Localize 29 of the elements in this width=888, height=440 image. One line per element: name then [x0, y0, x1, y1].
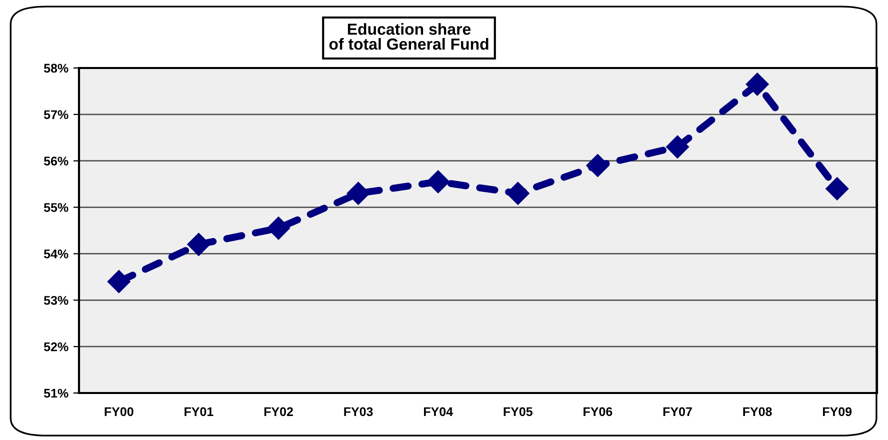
y-tick-label: 52% — [44, 342, 68, 352]
x-tick-label: FY08 — [743, 407, 772, 416]
point — [187, 232, 210, 256]
y-tick-label: 57% — [44, 110, 68, 120]
y-tick-label: 51% — [44, 388, 68, 398]
point — [506, 182, 530, 205]
x-tick-label: FY07 — [663, 407, 692, 416]
point — [666, 135, 689, 158]
x-tick-label: FY02 — [264, 407, 293, 416]
y-tick-label: 55% — [44, 203, 68, 212]
point — [746, 72, 769, 96]
y-tick-label: 54% — [44, 250, 68, 258]
y-tick-label: 58% — [44, 64, 68, 73]
point — [586, 154, 610, 177]
x-tick-label: FY04 — [424, 407, 453, 416]
x-tick-label: FY05 — [504, 407, 532, 416]
point — [267, 216, 290, 240]
chart-title: Education share of total General Fund — [329, 23, 488, 50]
x-tick-label: FY06 — [584, 407, 612, 416]
y-tick-label: 53% — [44, 296, 68, 305]
x-tick-label: FY01 — [184, 407, 214, 416]
y-tick-label: 56% — [44, 156, 68, 166]
point — [107, 270, 130, 294]
x-tick-label: FY00 — [104, 407, 134, 416]
point — [826, 177, 849, 200]
x-tick-label: FY03 — [344, 407, 373, 416]
x-tick-label: FY09 — [823, 407, 852, 416]
point — [426, 170, 450, 194]
point — [346, 182, 370, 205]
